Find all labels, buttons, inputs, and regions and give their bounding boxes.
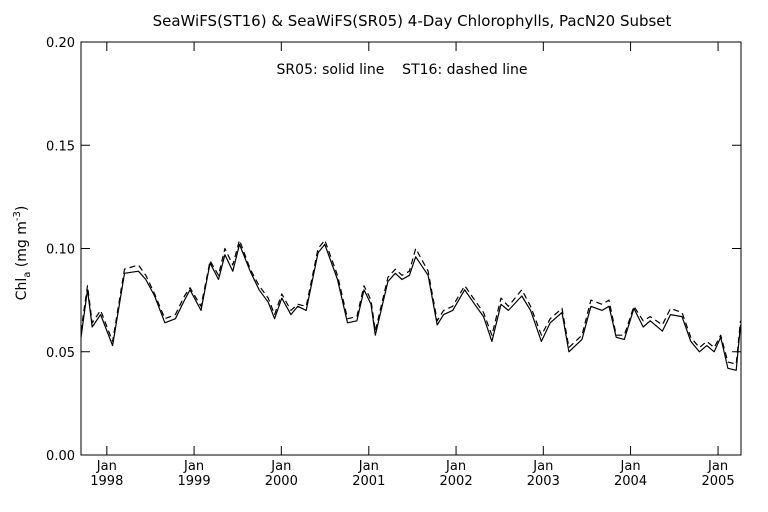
y-tick-label: 0.10 <box>46 243 75 258</box>
x-tick-month-label: Jan <box>358 459 379 474</box>
y-tick-label: 0.05 <box>46 346 75 361</box>
y-axis-label-close: ) <box>14 206 30 211</box>
x-tick-year-label: 2004 <box>614 474 647 489</box>
x-tick-year-label: 2001 <box>352 474 385 489</box>
data-point-st16 <box>633 305 635 307</box>
data-point-st16 <box>463 284 465 286</box>
y-tick-label: 0.15 <box>46 139 75 154</box>
x-tick-year-label: 2000 <box>265 474 298 489</box>
x-tick-year-label: 2003 <box>527 474 560 489</box>
data-point-st16 <box>370 299 372 301</box>
series-line-st16 <box>80 239 742 365</box>
x-tick-month-label: Jan <box>270 459 291 474</box>
chart-title: SeaWiFS(ST16) & SeaWiFS(SR05) 4-Day Chlo… <box>153 12 672 30</box>
data-point-st16 <box>238 239 240 241</box>
data-point-st16 <box>317 247 319 249</box>
x-tick-month-label: Jan <box>183 459 204 474</box>
data-point-st16 <box>661 324 663 326</box>
x-tick-month-label: Jan <box>445 459 466 474</box>
y-axis-label-sub: a <box>22 272 33 278</box>
y-tick-label: 0.00 <box>46 449 75 464</box>
data-point-st16 <box>324 239 326 241</box>
y-axis-label: Chla (mg m-3) <box>12 206 33 301</box>
x-tick-year-label: 1999 <box>178 474 211 489</box>
plot-area: 0.000.050.100.150.20Jan1998Jan1999Jan200… <box>46 36 742 489</box>
x-tick-month-label: Jan <box>96 459 117 474</box>
y-axis-label-main: Chl <box>14 278 30 301</box>
legend-annotation: SR05: solid line ST16: dashed line <box>277 62 528 78</box>
y-tick-label: 0.20 <box>46 36 75 51</box>
x-tick-year-label: 1998 <box>90 474 123 489</box>
x-tick-month-label: Jan <box>620 459 641 474</box>
y-axis-label-unit: (mg m <box>14 221 30 272</box>
data-point-st16 <box>706 340 708 342</box>
x-tick-month-label: Jan <box>532 459 553 474</box>
y-axis-label-sup: -3 <box>12 211 23 221</box>
x-tick-month-label: Jan <box>707 459 728 474</box>
series-line-sr05 <box>80 243 742 371</box>
x-tick-year-label: 2002 <box>440 474 473 489</box>
x-tick-year-label: 2005 <box>702 474 735 489</box>
data-point-st16 <box>99 309 101 311</box>
plot-frame <box>80 41 742 456</box>
